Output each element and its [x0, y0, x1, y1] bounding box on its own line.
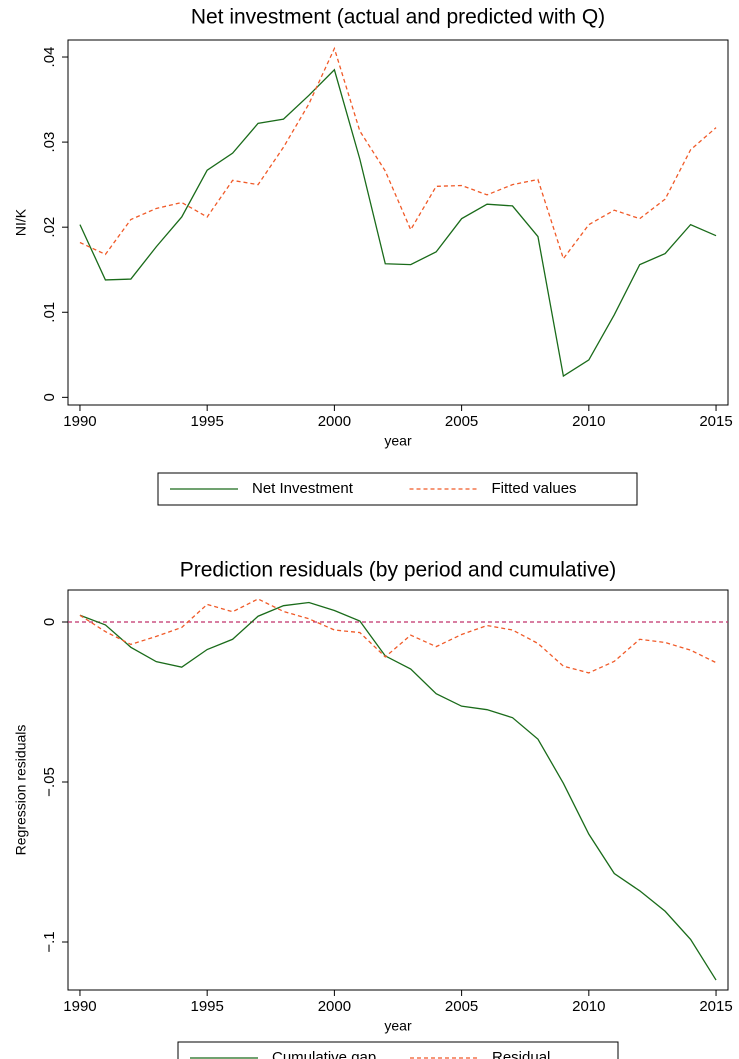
- chart-title: Prediction residuals (by period and cumu…: [180, 559, 617, 582]
- y-tick-label: −.05: [41, 767, 58, 797]
- x-tick-label: 2015: [699, 413, 732, 430]
- chart-title: Net investment (actual and predicted wit…: [191, 6, 605, 29]
- x-tick-label: 1990: [63, 998, 96, 1015]
- y-tick-label: .03: [41, 132, 58, 153]
- x-tick-label: 2000: [318, 998, 351, 1015]
- x-tick-label: 2005: [445, 998, 478, 1015]
- x-axis-label: year: [384, 1018, 412, 1034]
- y-axis-label: Regression residuals: [13, 725, 29, 856]
- x-tick-label: 2005: [445, 413, 478, 430]
- y-tick-label: 0: [41, 393, 58, 401]
- x-tick-label: 2000: [318, 413, 351, 430]
- plot-frame: [67, 39, 729, 406]
- legend-box: [157, 472, 638, 506]
- plot-frame: [67, 589, 729, 991]
- y-axis-label: NI/K: [13, 208, 29, 236]
- x-tick-label: 1995: [190, 413, 223, 430]
- legend-box: [177, 1041, 619, 1059]
- y-tick-label: −.1: [41, 931, 58, 952]
- legend-label: Residual: [492, 1049, 550, 1059]
- y-tick-label: .02: [41, 217, 58, 238]
- x-tick-label: 1990: [63, 413, 96, 430]
- y-tick-label: .04: [41, 47, 58, 68]
- x-tick-label: 1995: [190, 998, 223, 1015]
- x-tick-label: 2010: [572, 413, 605, 430]
- y-tick-label: .01: [41, 302, 58, 323]
- x-tick-label: 2010: [572, 998, 605, 1015]
- series-line: [79, 68, 717, 378]
- series-line: [79, 46, 717, 261]
- series-line: [79, 601, 717, 981]
- y-tick-label: 0: [41, 618, 58, 626]
- legend-label: Fitted values: [492, 480, 577, 497]
- legend-label: Net Investment: [252, 480, 354, 497]
- x-tick-label: 2015: [699, 998, 732, 1015]
- x-axis-label: year: [384, 433, 412, 449]
- legend-label: Cumulative gap: [272, 1049, 376, 1059]
